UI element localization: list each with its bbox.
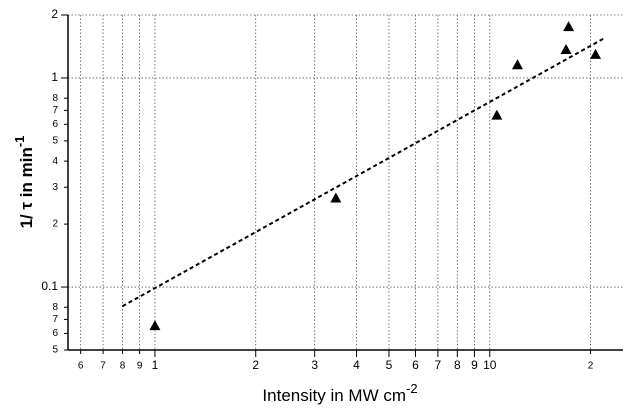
y-tick-label: 6: [52, 119, 58, 130]
y-tick-label: 6: [52, 328, 58, 339]
y-tick-label: 2: [51, 7, 58, 21]
x-tick-label: 1: [152, 358, 159, 372]
x-tick-label: 7: [435, 358, 442, 372]
data-point: [560, 44, 572, 55]
x-tick-label: 6: [412, 358, 419, 372]
x-tick-label: 6: [78, 361, 84, 372]
y-tick-label: 7: [52, 314, 58, 325]
y-tick-label: 2: [52, 219, 58, 230]
data-point: [330, 192, 342, 203]
x-tick-label: 8: [454, 358, 461, 372]
data-point: [590, 48, 602, 59]
x-axis-label-text: Intensity in MW cm: [262, 386, 406, 405]
y-axis-label-sup: -1: [12, 136, 27, 148]
y-tick-label: 5: [52, 345, 58, 356]
x-tick-label: 5: [386, 358, 393, 372]
x-tick-label: 9: [471, 358, 478, 372]
x-tick-label: 4: [353, 358, 360, 372]
x-tick-label: 10: [483, 358, 497, 372]
y-tick-label: 0.1: [41, 279, 58, 293]
y-tick-label: 3: [52, 182, 58, 193]
x-axis-label: Intensity in MW cm-2: [262, 381, 417, 405]
data-point: [563, 21, 575, 32]
data-point: [149, 320, 161, 331]
x-tick-label: 9: [137, 361, 143, 372]
data-point: [511, 59, 523, 70]
y-axis-label-text: 1/ τ in min: [17, 147, 36, 228]
y-tick-label: 8: [52, 302, 58, 313]
x-axis-label-sup: -2: [406, 381, 418, 396]
x-tick-label: 8: [120, 361, 126, 372]
x-tick-label: 2: [252, 358, 259, 372]
x-tick-label: 3: [311, 358, 318, 372]
y-axis-label: 1/ τ in min-1: [12, 136, 36, 229]
y-tick-label: 7: [52, 105, 58, 116]
fit-line: [121, 37, 605, 308]
y-tick-label: 5: [52, 136, 58, 147]
data-point: [491, 109, 503, 120]
y-tick-label: 1: [51, 70, 58, 84]
y-tick-label: 4: [52, 156, 58, 167]
x-tick-label: 7: [100, 361, 106, 372]
y-tick-label: 8: [52, 93, 58, 104]
x-tick-label: 2: [588, 361, 594, 372]
